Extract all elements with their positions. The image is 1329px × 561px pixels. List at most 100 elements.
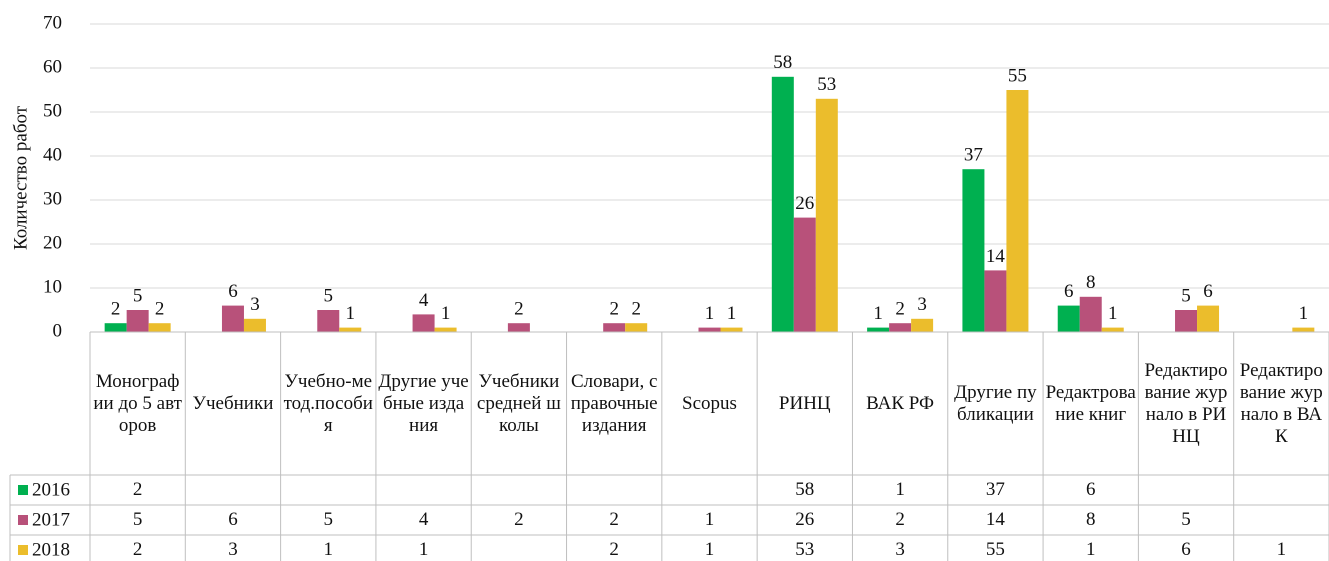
data-label: 14 — [986, 246, 1006, 267]
data-label: 53 — [817, 74, 836, 95]
data-label: 2 — [514, 299, 524, 320]
bar — [889, 323, 912, 332]
legend-label: 2016 — [32, 479, 70, 500]
y-tick-label: 40 — [43, 144, 62, 165]
y-tick-label: 10 — [43, 276, 62, 297]
x-tick-label: ВАК РФ — [866, 392, 935, 414]
x-tick-label: Учебники средней школы — [476, 370, 561, 436]
legend-label: 2017 — [32, 509, 70, 530]
x-tick-label: Редактирование журнало в РИНЦ — [1144, 359, 1228, 447]
bar — [962, 169, 985, 332]
bar — [625, 323, 648, 332]
y-tick-label: 60 — [43, 56, 62, 77]
bar — [126, 310, 149, 332]
table-value: 3 — [228, 539, 238, 560]
bar — [1057, 305, 1080, 332]
table-value: 2 — [132, 479, 143, 500]
data-label: 1 — [1108, 303, 1118, 324]
y-tick-label: 50 — [43, 100, 62, 121]
data-label: 55 — [1008, 65, 1027, 86]
data-label: 6 — [1064, 281, 1074, 302]
table-value: 1 — [704, 509, 715, 530]
bar — [911, 318, 934, 332]
bar — [434, 327, 457, 332]
legend-swatch — [18, 515, 28, 525]
y-tick-label: 30 — [43, 188, 62, 209]
table-value: 1 — [895, 479, 905, 500]
data-label: 3 — [917, 294, 927, 315]
x-tick-label: Scopus — [682, 392, 737, 414]
data-label: 2 — [631, 299, 641, 320]
data-label: 6 — [228, 281, 238, 302]
x-tick-label: Редактрование книг — [1045, 381, 1136, 425]
bar — [104, 323, 127, 332]
table-value: 53 — [795, 539, 815, 560]
y-axis-label: Количество работ — [10, 105, 31, 250]
table-value: 2 — [609, 539, 619, 560]
bar — [1292, 327, 1315, 332]
bar — [793, 217, 816, 332]
data-label: 4 — [419, 290, 429, 311]
x-tick-label: Учебники — [192, 392, 274, 414]
data-label: 8 — [1086, 272, 1096, 293]
table-value: 2 — [609, 509, 619, 530]
bar — [1101, 327, 1124, 332]
bar — [1197, 305, 1220, 332]
bar — [984, 270, 1007, 332]
bar — [1175, 310, 1198, 332]
y-tick-label: 70 — [43, 12, 62, 33]
table-value: 6 — [1181, 539, 1191, 560]
bar — [698, 327, 721, 332]
table-value: 2 — [514, 509, 524, 530]
table-value: 1 — [418, 539, 429, 560]
data-label: 1 — [727, 303, 737, 324]
bar — [771, 76, 794, 332]
data-label: 1 — [873, 303, 883, 324]
data-label: 2 — [609, 299, 619, 320]
table-value: 55 — [985, 539, 1005, 560]
data-label: 5 — [133, 285, 143, 306]
bar — [867, 327, 890, 332]
bar — [603, 323, 626, 332]
bar — [243, 318, 266, 332]
x-tick-label: Редактирование журнало в ВАК — [1239, 359, 1323, 447]
table-value: 3 — [895, 539, 905, 560]
bar — [1079, 296, 1102, 332]
bar — [815, 98, 838, 332]
bar — [1006, 90, 1029, 332]
data-label: 1 — [705, 303, 715, 324]
legend-swatch — [18, 485, 28, 495]
table-value: 6 — [228, 509, 238, 530]
data-label: 58 — [773, 52, 792, 73]
x-tick-label: Словари, справочные издания — [570, 370, 658, 436]
legend-label: 2018 — [32, 539, 70, 560]
table-value: 1 — [1276, 539, 1287, 560]
data-label: 6 — [1203, 281, 1213, 302]
data-label: 1 — [346, 303, 356, 324]
table-value: 5 — [323, 509, 334, 530]
x-tick-label: РИНЦ — [778, 392, 831, 414]
data-label: 1 — [441, 303, 451, 324]
table-value: 5 — [132, 509, 143, 530]
data-label: 5 — [324, 285, 334, 306]
bar — [720, 327, 743, 332]
table-value: 2 — [895, 509, 905, 530]
bar — [148, 323, 171, 332]
table-value: 26 — [795, 509, 815, 530]
data-label: 1 — [1299, 303, 1309, 324]
data-label: 3 — [250, 294, 260, 315]
data-label: 26 — [795, 193, 814, 214]
table-value: 37 — [985, 479, 1005, 500]
table-value: 5 — [1181, 509, 1191, 530]
table-value: 8 — [1085, 509, 1096, 530]
table-value: 14 — [985, 509, 1005, 530]
bar — [412, 314, 435, 332]
data-label: 2 — [111, 299, 121, 320]
bar — [339, 327, 362, 332]
data-label: 2 — [895, 299, 905, 320]
y-tick-label: 0 — [53, 320, 63, 341]
table-value: 2 — [132, 539, 143, 560]
x-tick-label: Монографии до 5 авторов — [93, 370, 182, 436]
